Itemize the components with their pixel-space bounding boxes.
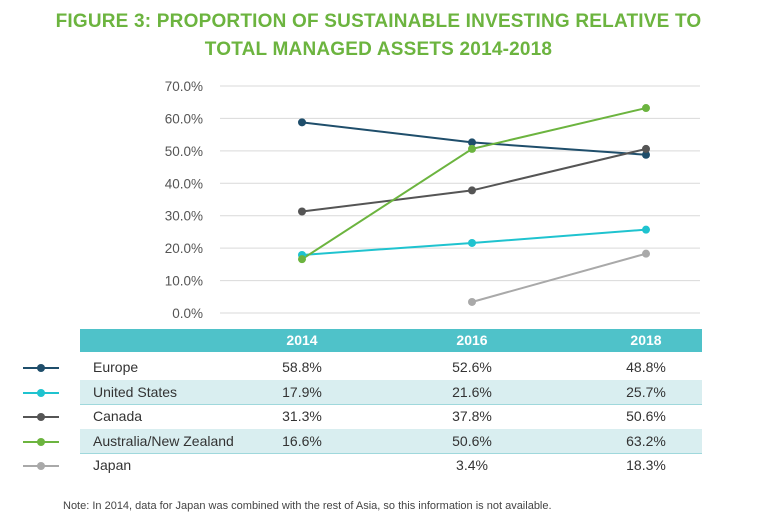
- table-header-year: 2014: [286, 332, 318, 348]
- legend-dot: [37, 388, 45, 397]
- data-point-canada: [642, 144, 650, 153]
- chart-title-line-2: TOTAL MANAGED ASSETS 2014-2018: [204, 39, 553, 60]
- data-label: 17.9%: [282, 383, 322, 400]
- table-header: 2014 2016 2018: [80, 329, 702, 352]
- data-point-australia-new-zealand: [642, 104, 650, 113]
- data-point-canada: [298, 207, 306, 216]
- legend-dot: [37, 413, 45, 421]
- series-name: United States: [93, 383, 178, 400]
- series-line-canada: [301, 147, 647, 213]
- data-label: 50.6%: [626, 408, 666, 424]
- data-label: 16.6%: [282, 432, 322, 449]
- series-lines: [301, 107, 647, 303]
- series-line-japan: [471, 252, 647, 303]
- legend-marker: [23, 413, 59, 421]
- data-label: 18.3%: [626, 457, 666, 473]
- series-name: Australia/New Zealand: [93, 432, 234, 449]
- data-point-canada: [468, 186, 476, 195]
- legend-marker: [23, 437, 59, 446]
- y-tick-label: 60.0%: [165, 111, 203, 126]
- data-point-europe: [642, 150, 650, 159]
- data-label: 3.4%: [456, 457, 488, 473]
- row-divider: [80, 453, 702, 454]
- data-point-japan: [468, 297, 476, 306]
- table-row: Australia/New Zealand 16.6% 50.6% 63.2%: [0, 428, 757, 453]
- data-label: 31.3%: [282, 408, 322, 424]
- legend-marker: [23, 388, 59, 397]
- legend-dot: [37, 364, 45, 372]
- y-tick-label: 50.0%: [165, 144, 203, 159]
- legend-dot: [37, 462, 45, 470]
- data-label: 50.6%: [452, 432, 492, 449]
- table-header-year: 2016: [456, 332, 488, 348]
- data-point-united-states: [468, 238, 476, 247]
- row-band: [80, 379, 702, 404]
- series-name: Canada: [93, 408, 143, 424]
- y-axis-ticks: 0.0% 10.0% 20.0% 30.0% 40.0% 50.0% 60.0% 70.0%: [165, 79, 203, 321]
- table-row: Japan 3.4% 18.3%: [0, 453, 757, 477]
- legend-dot: [37, 437, 45, 446]
- chart-title-line-1: FIGURE 3: PROPORTION OF SUSTAINABLE INVE…: [55, 11, 702, 32]
- table-row: United States 17.9% 21.6% 25.7%: [0, 379, 757, 404]
- table-row: Europe 58.8% 52.6% 48.8%: [0, 355, 757, 379]
- y-tick-label: 20.0%: [165, 241, 203, 256]
- data-label: 58.8%: [282, 359, 322, 375]
- table-row: Canada 31.3% 37.8% 50.6%: [0, 404, 757, 428]
- data-label: 37.8%: [452, 408, 492, 424]
- y-tick-label: 40.0%: [165, 176, 203, 191]
- footnote: Note: In 2014, data for Japan was combin…: [63, 500, 552, 512]
- gridlines: [220, 85, 700, 314]
- table-header-year: 2018: [630, 332, 662, 348]
- series-points: [298, 104, 650, 306]
- series-name: Europe: [93, 359, 139, 375]
- data-label: 21.6%: [452, 383, 492, 400]
- y-tick-label: 30.0%: [165, 209, 203, 224]
- data-point-europe: [468, 138, 476, 147]
- row-divider: [80, 404, 702, 405]
- chart-title: FIGURE 3: PROPORTION OF SUSTAINABLE INVE…: [0, 8, 757, 64]
- legend-marker: [23, 462, 59, 470]
- data-label: 48.8%: [626, 359, 666, 375]
- data-point-japan: [642, 249, 650, 258]
- legend-marker: [23, 364, 59, 372]
- series-name: Japan: [93, 457, 132, 473]
- data-point-europe: [298, 118, 306, 127]
- data-label: 25.7%: [626, 383, 666, 400]
- y-tick-label: 0.0%: [172, 306, 203, 321]
- y-tick-label: 70.0%: [165, 79, 203, 94]
- data-point-australia-new-zealand: [298, 255, 306, 264]
- data-point-australia-new-zealand: [468, 144, 476, 153]
- y-tick-label: 10.0%: [165, 274, 203, 289]
- data-label: 52.6%: [452, 359, 492, 375]
- data-label: 63.2%: [626, 432, 666, 449]
- data-point-united-states: [642, 225, 650, 234]
- row-band: [80, 428, 702, 453]
- line-chart: 0.0% 10.0% 20.0% 30.0% 40.0% 50.0% 60.0% 70.0%: [165, 79, 700, 321]
